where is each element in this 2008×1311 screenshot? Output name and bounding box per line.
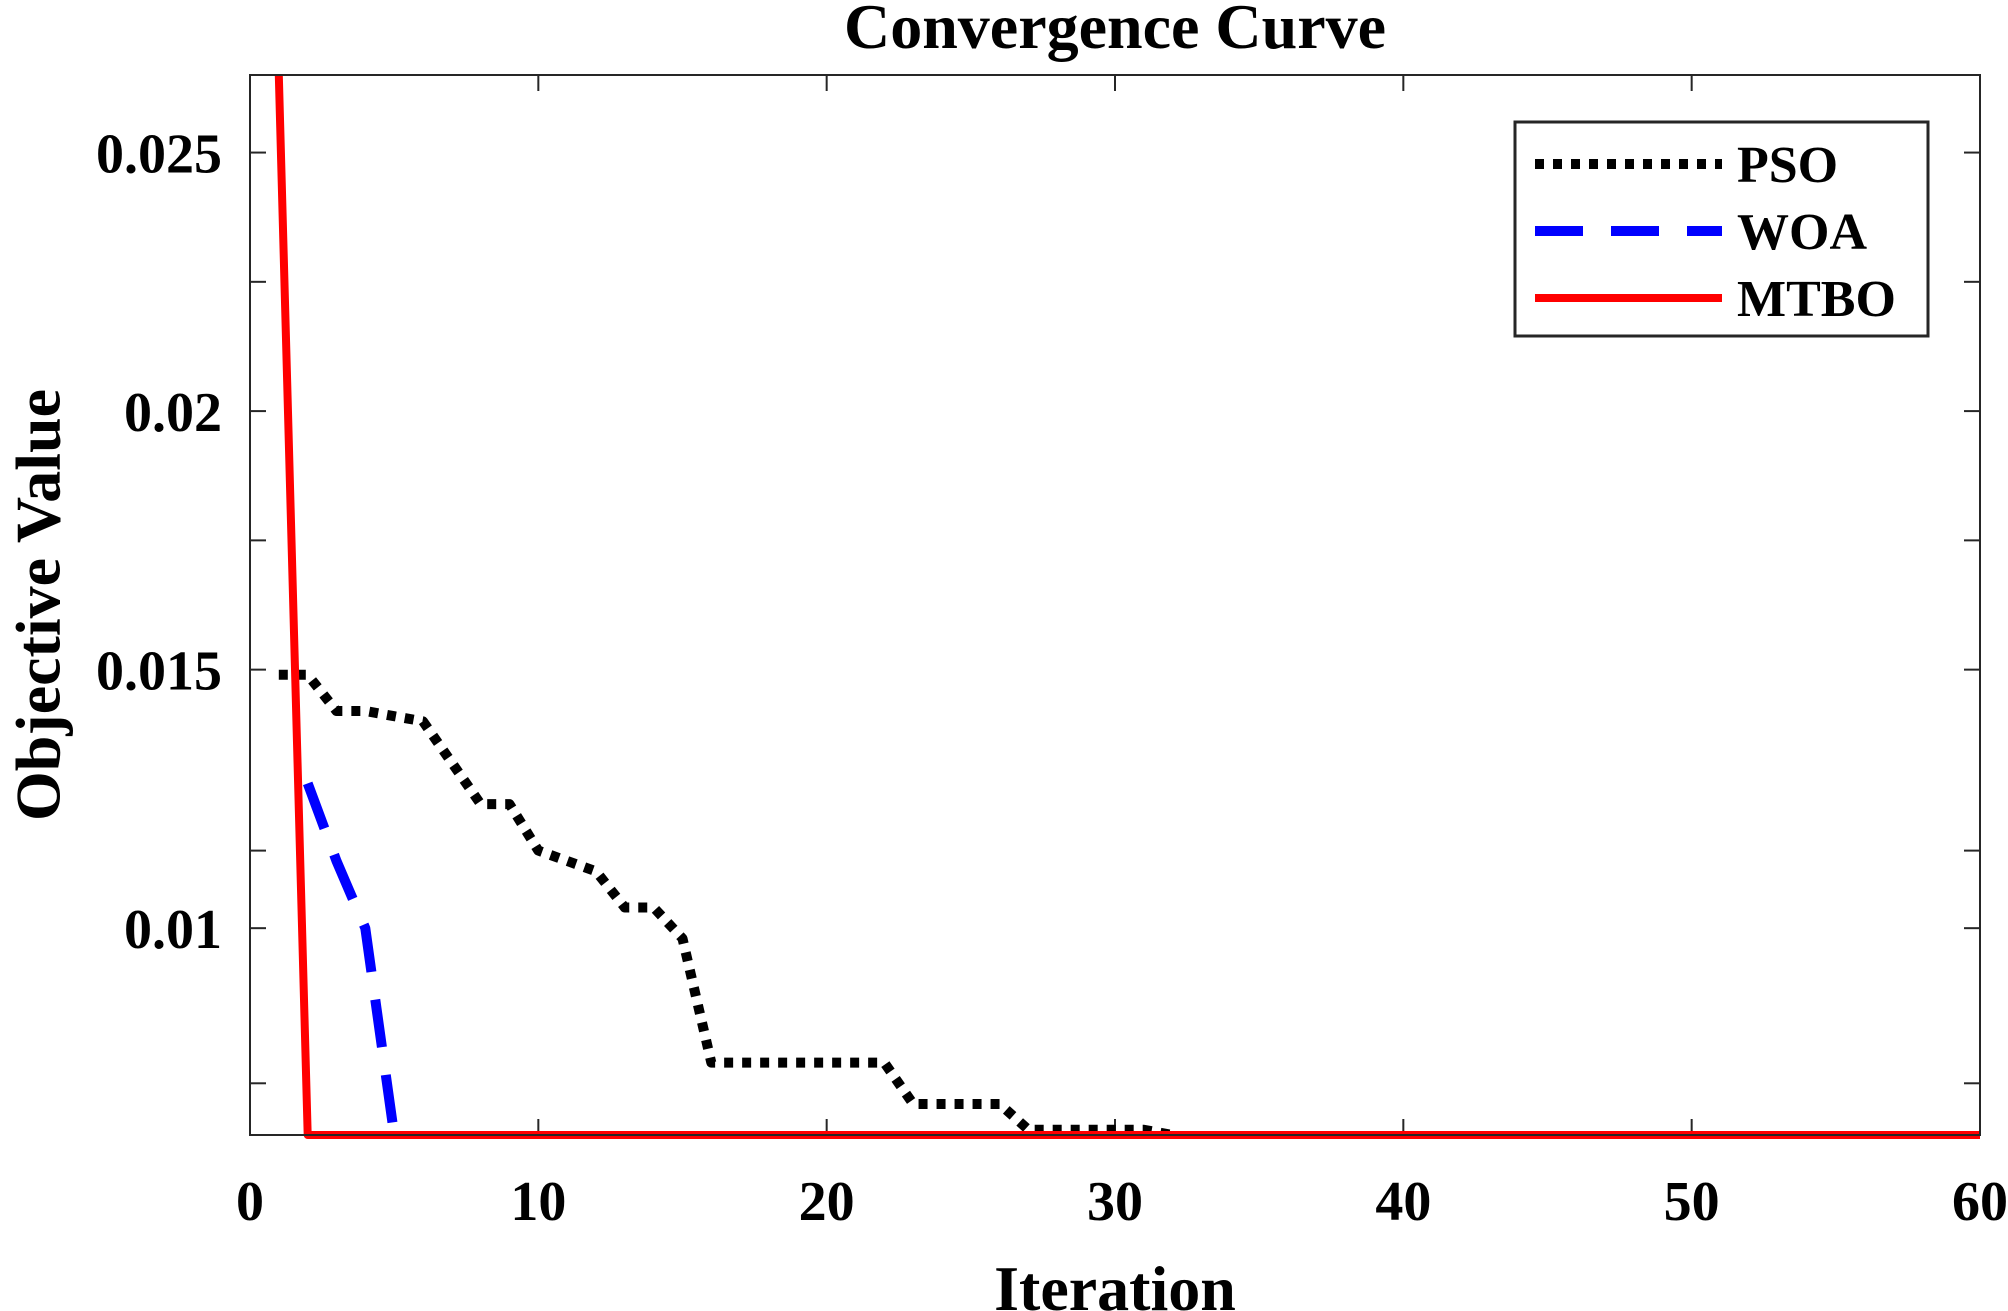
legend-label: PSO bbox=[1737, 137, 1838, 194]
series-line-woa bbox=[303, 781, 400, 1136]
x-tick-label: 60 bbox=[1952, 1171, 2008, 1233]
y-tick-label: 0.015 bbox=[96, 641, 222, 703]
x-tick-label: 20 bbox=[799, 1171, 855, 1233]
y-tick-label: 0.025 bbox=[96, 124, 222, 186]
legend-item-pso: PSO bbox=[1535, 137, 1838, 194]
y-tick-label: 0.01 bbox=[124, 899, 222, 961]
x-tick-label: 0 bbox=[236, 1171, 264, 1233]
legend: PSO WOA MTBO bbox=[1513, 120, 1930, 338]
plot-area-frame bbox=[249, 74, 1981, 1136]
tick-labels: 0 10 20 30 40 50 60 0.01 0.015 0.02 0.025 bbox=[96, 124, 2008, 1233]
x-tick-label: 40 bbox=[1375, 1171, 1431, 1233]
legend-label: WOA bbox=[1737, 204, 1867, 261]
y-tick-label: 0.02 bbox=[124, 382, 222, 444]
x-tick-label: 10 bbox=[510, 1171, 566, 1233]
chart-title: Convergence Curve bbox=[844, 0, 1386, 62]
legend-item-mtbo: MTBO bbox=[1535, 271, 1896, 328]
series-line-pso bbox=[278, 669, 1199, 1139]
legend-item-woa: WOA bbox=[1535, 204, 1867, 261]
x-tick-label: 30 bbox=[1087, 1171, 1143, 1233]
x-tick-label: 50 bbox=[1664, 1171, 1720, 1233]
x-axis-title: Iteration bbox=[994, 1253, 1236, 1311]
legend-label: MTBO bbox=[1737, 271, 1896, 328]
y-axis-title: Objective Value bbox=[3, 389, 74, 821]
